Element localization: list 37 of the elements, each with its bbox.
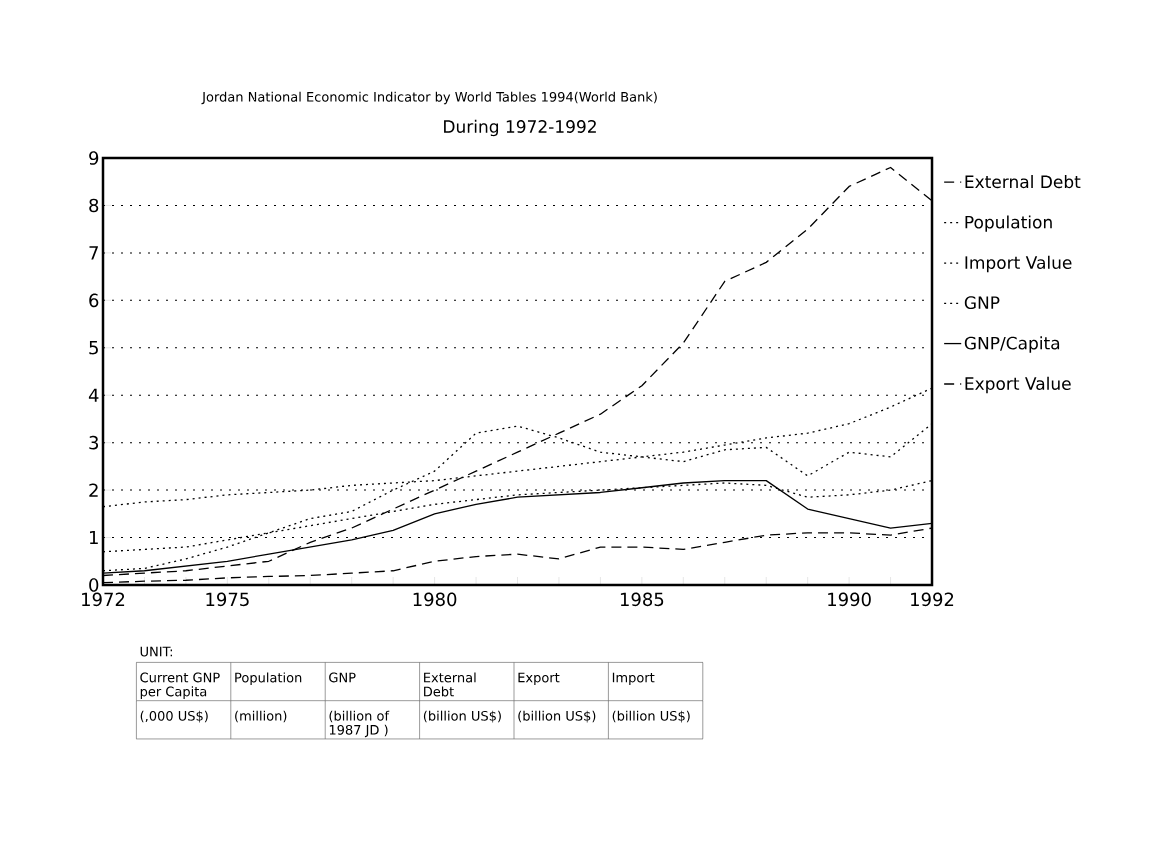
x-tick-label: 1985 [620,592,664,607]
text: (,000 US$) [140,710,208,723]
text: Population [235,672,302,685]
text: (billion US$) [612,710,690,723]
y-tick-label: 6 [89,293,99,308]
x-tick-label: 1980 [413,592,457,607]
y-tick-label: 7 [89,246,98,260]
legend-label: Export Value [965,376,1071,394]
legend-label: Import Value [965,255,1072,273]
legend-label: Population [965,215,1052,232]
text: (billion US$) [423,710,501,723]
text: GNP [329,672,356,683]
y-tick-label: 3 [89,435,99,450]
chart-title: Jordan National Economic Indicator by World Tables 1994(World Bank) [201,91,657,105]
text: Current GNP per Capita [140,672,220,699]
chart-subtitle: During 1972-1992 [444,119,596,137]
text: Export [518,672,560,685]
text: (million) [235,710,287,723]
legend-label: GNP/Capita [964,336,1060,353]
y-tick-label: 1 [89,530,98,545]
y-tick-label: 2 [89,483,98,497]
x-tick-label: 1990 [828,592,871,607]
text: UNIT: [140,646,173,657]
x-tick-label: 1975 [206,592,249,607]
legend-label: External Debt [965,175,1081,189]
text: (billion of 1987 JD ) [329,710,390,738]
y-tick-label: 4 [88,388,99,402]
y-tick-label: 0 [89,578,99,592]
text: External Debt [424,672,476,697]
text: (billion US$) [518,710,596,723]
y-tick-label: 5 [89,341,98,355]
legend-label: GNP [964,296,1000,310]
x-tick-label: 1972 [82,592,125,607]
x-tick-label: 1992 [911,592,954,607]
y-tick-label: 9 [89,151,99,165]
y-tick-label: 8 [89,198,99,213]
text: Import [612,672,655,685]
